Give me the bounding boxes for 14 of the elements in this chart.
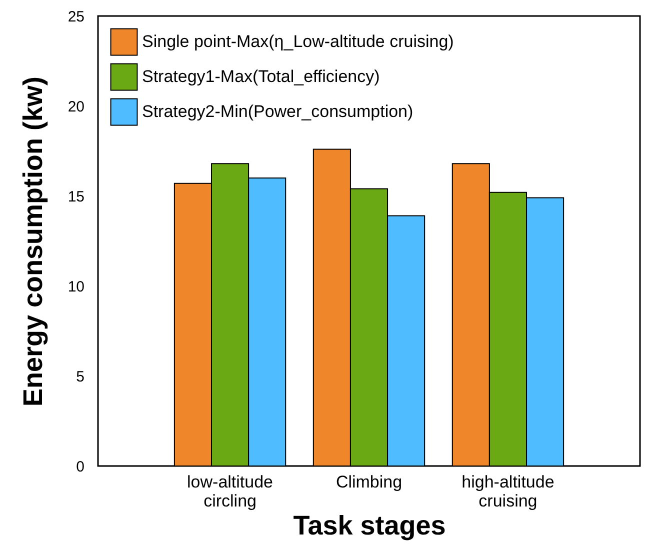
y-axis-title: Energy consumption (kw): [18, 76, 48, 407]
y-tick-label: 25: [68, 8, 84, 26]
y-tick-label: 0: [76, 458, 84, 476]
legend-label: Strategy2-Min(Power_consumption): [142, 102, 414, 121]
y-tick-label: 20: [68, 98, 84, 116]
x-axis-title: Task stages: [293, 510, 446, 540]
y-tick-label: 5: [76, 368, 84, 386]
y-tick-label: 10: [68, 278, 84, 296]
legend-label: Single point-Max(η_Low-altitude cruising): [142, 32, 454, 51]
y-tick-label: 15: [68, 188, 84, 206]
x-tick-label: low-altitude circling: [187, 472, 274, 510]
x-tick-label: high-altitude cruising: [462, 472, 554, 510]
legend-label: Strategy1-Max(Total_efficiency): [142, 67, 380, 86]
x-tick-label: Climbing: [336, 472, 402, 492]
